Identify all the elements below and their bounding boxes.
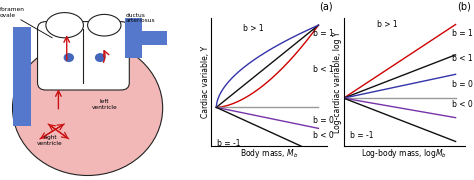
Text: b < 0: b < 0 xyxy=(452,100,473,109)
Text: (a): (a) xyxy=(319,2,333,12)
Ellipse shape xyxy=(46,13,83,38)
Y-axis label: Cardiac variable, Y: Cardiac variable, Y xyxy=(201,46,210,118)
Text: foramen
ovale: foramen ovale xyxy=(0,7,25,18)
Y-axis label: Log-cardiac variable, log Y: Log-cardiac variable, log Y xyxy=(333,31,342,133)
Bar xyxy=(142,31,167,45)
Ellipse shape xyxy=(88,14,121,36)
FancyBboxPatch shape xyxy=(37,22,129,90)
Text: b = -1: b = -1 xyxy=(350,131,373,140)
Bar xyxy=(125,18,142,58)
Text: b = 1: b = 1 xyxy=(313,29,334,38)
Text: b > 1: b > 1 xyxy=(244,24,264,33)
Text: ductus
arteriosus: ductus arteriosus xyxy=(125,13,155,23)
Text: b < 1: b < 1 xyxy=(313,65,334,74)
Text: (b): (b) xyxy=(456,2,471,12)
Ellipse shape xyxy=(12,40,163,176)
Text: b = 0: b = 0 xyxy=(452,80,474,89)
X-axis label: Log-body mass, log$M_b$: Log-body mass, log$M_b$ xyxy=(361,147,447,160)
Text: left
ventricle: left ventricle xyxy=(91,99,117,110)
Circle shape xyxy=(95,53,105,62)
Text: b = 0: b = 0 xyxy=(313,116,334,125)
Text: b = -1: b = -1 xyxy=(217,139,240,148)
Text: right
ventricle: right ventricle xyxy=(37,135,63,146)
Text: b > 1: b > 1 xyxy=(377,20,398,29)
Text: b < 0: b < 0 xyxy=(313,131,334,140)
Bar xyxy=(12,27,31,126)
Circle shape xyxy=(64,53,74,62)
Text: b = 1: b = 1 xyxy=(452,29,473,38)
Text: b < 1: b < 1 xyxy=(452,54,473,63)
X-axis label: Body mass, $M_b$: Body mass, $M_b$ xyxy=(240,147,298,160)
